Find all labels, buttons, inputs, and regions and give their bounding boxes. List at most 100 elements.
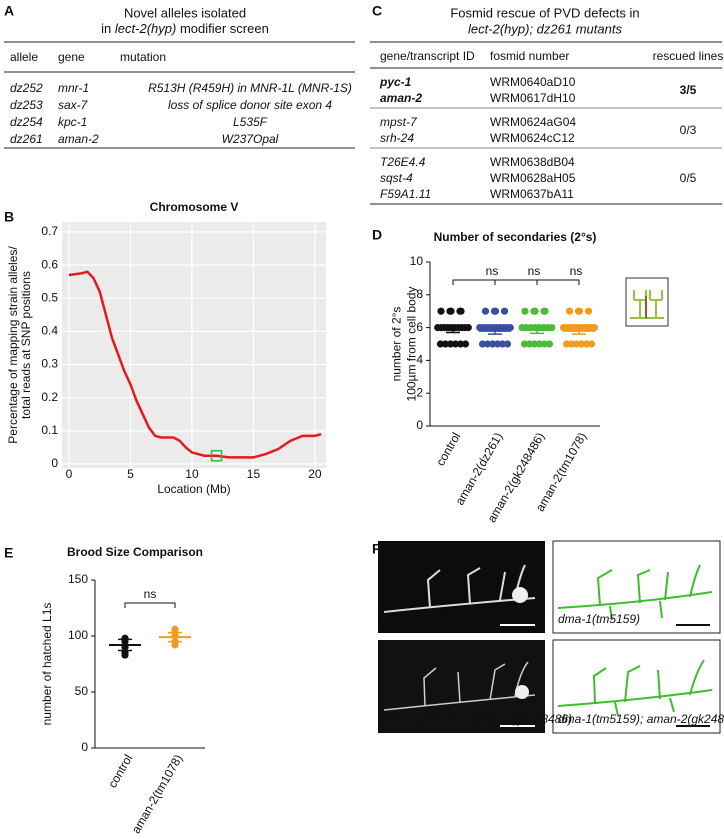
data-point [562,340,571,348]
error-bar [168,631,182,643]
data-point [437,307,445,315]
y-tick-label: 2 [416,385,423,399]
y-tick-label: 50 [75,684,89,698]
x-tick-label: control [105,752,135,790]
data-point [535,340,544,348]
rescued-lines: 0/5 [680,171,697,185]
fosmid: WRM0640aD10 [490,75,576,89]
table-cell: kpc-1 [58,115,87,129]
table-cell: W237Opal [222,132,279,146]
image-label: dma-1(tm5159); aman-2(gk248486) [382,712,572,726]
error-bar [446,325,460,334]
data-point [446,340,455,348]
table-header: fosmid number [490,49,569,63]
y-tick-label: 6 [416,320,423,334]
error-bar [118,638,132,652]
data-point [457,307,465,315]
gene-id: pyc-1 [379,75,412,89]
micrograph-panel [378,540,721,734]
data-point [483,340,492,348]
y-tick-label: 0.7 [41,224,58,238]
x-tick-label: 5 [127,467,134,481]
table-cell: dz261 [10,132,43,146]
chart-title: Brood Size Comparison [67,545,203,559]
data-point [500,307,509,315]
data-point [498,340,507,348]
data-point [590,324,599,332]
fosmid: WRM0624cC12 [490,131,575,145]
data-point [481,307,490,315]
fosmid: WRM0637bA11 [490,187,574,201]
table-cell: loss of splice donor site exon 4 [168,98,332,112]
table-header: allele [10,50,38,64]
data-point [541,307,549,315]
data-point [577,340,586,348]
y-axis-label: 100µm from cell body [405,287,419,402]
data-point [491,307,500,315]
y-tick-label: 0.6 [41,257,58,271]
error-bar [530,326,544,335]
y-tick-label: 0.4 [41,324,58,338]
y-tick-label: 0.3 [41,357,58,371]
table-cell: dz252 [10,81,43,95]
data-point [525,340,534,348]
gene-id: sqst-4 [380,171,413,185]
rescued-lines: 3/5 [680,83,697,97]
data-point [506,324,514,332]
table-c-subtitle: lect-2(hyp); dz261 mutants [468,21,622,36]
data-point [436,340,445,348]
y-tick-label: 10 [410,254,424,268]
x-tick-label: 0 [66,467,73,481]
data-point [451,340,460,348]
fosmid: WRM0617dH10 [490,91,576,105]
y-tick-label: 0 [51,456,58,470]
data-point [493,340,502,348]
table-a-title: Novel alleles isolated [124,5,246,20]
data-point [520,340,529,348]
data-point [575,307,584,315]
x-tick-label: 20 [308,467,322,481]
y-tick-label: 0 [416,418,423,432]
tracing-lines [557,564,713,621]
table-cell: dz253 [10,98,43,112]
y-tick-label: 0.2 [41,390,58,404]
cell-body [512,587,528,603]
error-bar [572,326,586,335]
table-header: gene [58,50,85,64]
title-part: in [101,21,115,36]
table-cell: aman-2 [58,132,99,146]
rescued-lines: 0/3 [680,123,697,137]
y-tick-label: 8 [416,287,423,301]
data-point [565,307,574,315]
title-part: lect-2(hyp) [115,21,176,36]
y-axis-label: number of hatched L1s [40,603,54,726]
error-bar [488,326,502,335]
x-axis-label: Location (Mb) [157,482,230,496]
data-point [171,641,179,649]
data-point [521,307,529,315]
chart-title: Number of secondaries (2°s) [434,230,597,244]
panel-label: C [372,3,382,19]
significance-label: ns [144,587,157,601]
data-point [572,340,581,348]
image-label: dma-1(tm5159) [382,612,464,626]
data-point [456,340,465,348]
data-point [121,651,129,659]
table-cell: dz254 [10,115,43,129]
data-point [441,340,450,348]
gene-id: mpst-7 [380,115,418,129]
x-tick-label: 15 [247,467,261,481]
highlight-box [210,449,223,462]
y-tick-label: 0.1 [41,423,58,437]
y-axis-label: total reads at SNP positions [19,271,33,419]
data-point [531,307,539,315]
gene-id: srh-24 [380,131,414,145]
data-point [488,340,497,348]
panel-label: A [4,3,14,19]
table-header: gene/transcript ID [380,49,475,63]
x-tick-label: control [433,430,463,468]
fosmid: WRM0638dB04 [490,155,575,169]
table-cell: mnr-1 [58,81,89,95]
image-label: dma-1(tm5159) [558,612,640,626]
